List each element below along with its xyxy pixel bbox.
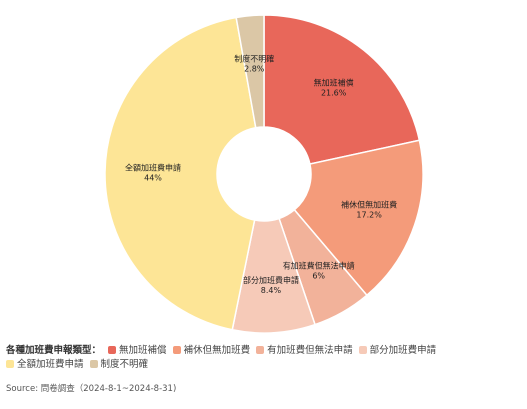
slice-category-label-3: 部分加班費申請 xyxy=(243,275,299,285)
slice-category-label-4: 全額加班費申請 xyxy=(125,163,181,173)
legend-label-2: 有加班費但無法申請 xyxy=(267,345,353,356)
donut-slice-4[interactable] xyxy=(104,16,257,331)
donut-slice-0[interactable] xyxy=(263,14,421,165)
legend-item-2[interactable]: 有加班費但無法申請 xyxy=(256,344,353,358)
slice-value-label-4: 44% xyxy=(144,174,162,183)
legend-label-1: 補休但無加班費 xyxy=(183,345,251,356)
donut-slice-1[interactable] xyxy=(293,139,424,297)
slice-category-label-0: 無加班補償 xyxy=(314,78,354,88)
legend-swatch-3 xyxy=(358,346,367,354)
legend-swatch-5 xyxy=(89,360,98,368)
legend-label-4: 全額加班費申請 xyxy=(17,359,84,370)
donut-slice-5[interactable] xyxy=(235,14,265,129)
slice-value-label-3: 8.4% xyxy=(261,286,282,295)
legend-label-3: 部分加班費申請 xyxy=(369,345,437,356)
legend-item-3[interactable]: 部分加班費申請 xyxy=(358,344,437,358)
legend-label-0: 無加班補償 xyxy=(119,345,167,356)
legend-label-5: 制度不明確 xyxy=(100,359,149,370)
legend-swatch-1 xyxy=(172,346,181,354)
slice-category-label-2: 有加班費但無法申請 xyxy=(283,261,355,271)
legend: 各種加班費申報類型： 無加班補償 補休但無加班費 有加班費但無法申請 部分加班費申請全… xyxy=(6,344,521,372)
slice-value-label-0: 21.6% xyxy=(321,89,347,98)
legend-item-1[interactable]: 補休但無加班費 xyxy=(172,344,251,358)
legend-item-0[interactable]: 無加班補償 xyxy=(108,344,167,358)
legend-title: 各種加班費申報類型： xyxy=(6,345,102,356)
legend-swatch-2 xyxy=(256,346,265,354)
slice-value-label-1: 17.2% xyxy=(356,211,382,220)
slice-category-label-5: 制度不明確 xyxy=(234,53,274,63)
slices-group xyxy=(104,14,424,334)
slice-value-label-2: 6% xyxy=(312,272,325,281)
slice-category-label-1: 補休但無加班費 xyxy=(341,200,397,210)
slice-value-label-5: 2.8% xyxy=(244,64,265,73)
legend-swatch-4 xyxy=(6,360,14,368)
legend-items: 無加班補償 補休但無加班費 有加班費但無法申請 部分加班費申請全額加班費申請 制度不明確 xyxy=(6,345,442,370)
legend-item-5[interactable]: 制度不明確 xyxy=(89,358,149,372)
legend-item-4[interactable]: 全額加班費申請 xyxy=(6,358,84,372)
legend-swatch-0 xyxy=(108,346,117,354)
source-note: Source: 問卷調查（2024-8-1~2024-8-31) xyxy=(6,384,177,394)
